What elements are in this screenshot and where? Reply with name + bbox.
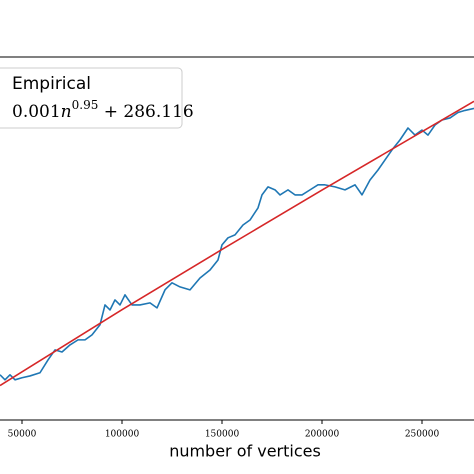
x-tick-label: 50000 xyxy=(8,430,37,440)
series-line xyxy=(0,100,474,387)
legend-label: 0.001n0.95 + 286.116 xyxy=(12,98,194,122)
series-line xyxy=(0,107,474,381)
x-tick-label: 150000 xyxy=(205,430,240,440)
x-tick-label: 200000 xyxy=(305,430,340,440)
plot-area xyxy=(0,100,474,387)
legend-label: Empirical xyxy=(12,74,91,94)
x-axis-label: number of vertices xyxy=(169,442,321,461)
legend-box xyxy=(0,67,183,129)
x-tick-label: 250000 xyxy=(405,430,440,440)
x-tick-label: 100000 xyxy=(105,430,140,440)
